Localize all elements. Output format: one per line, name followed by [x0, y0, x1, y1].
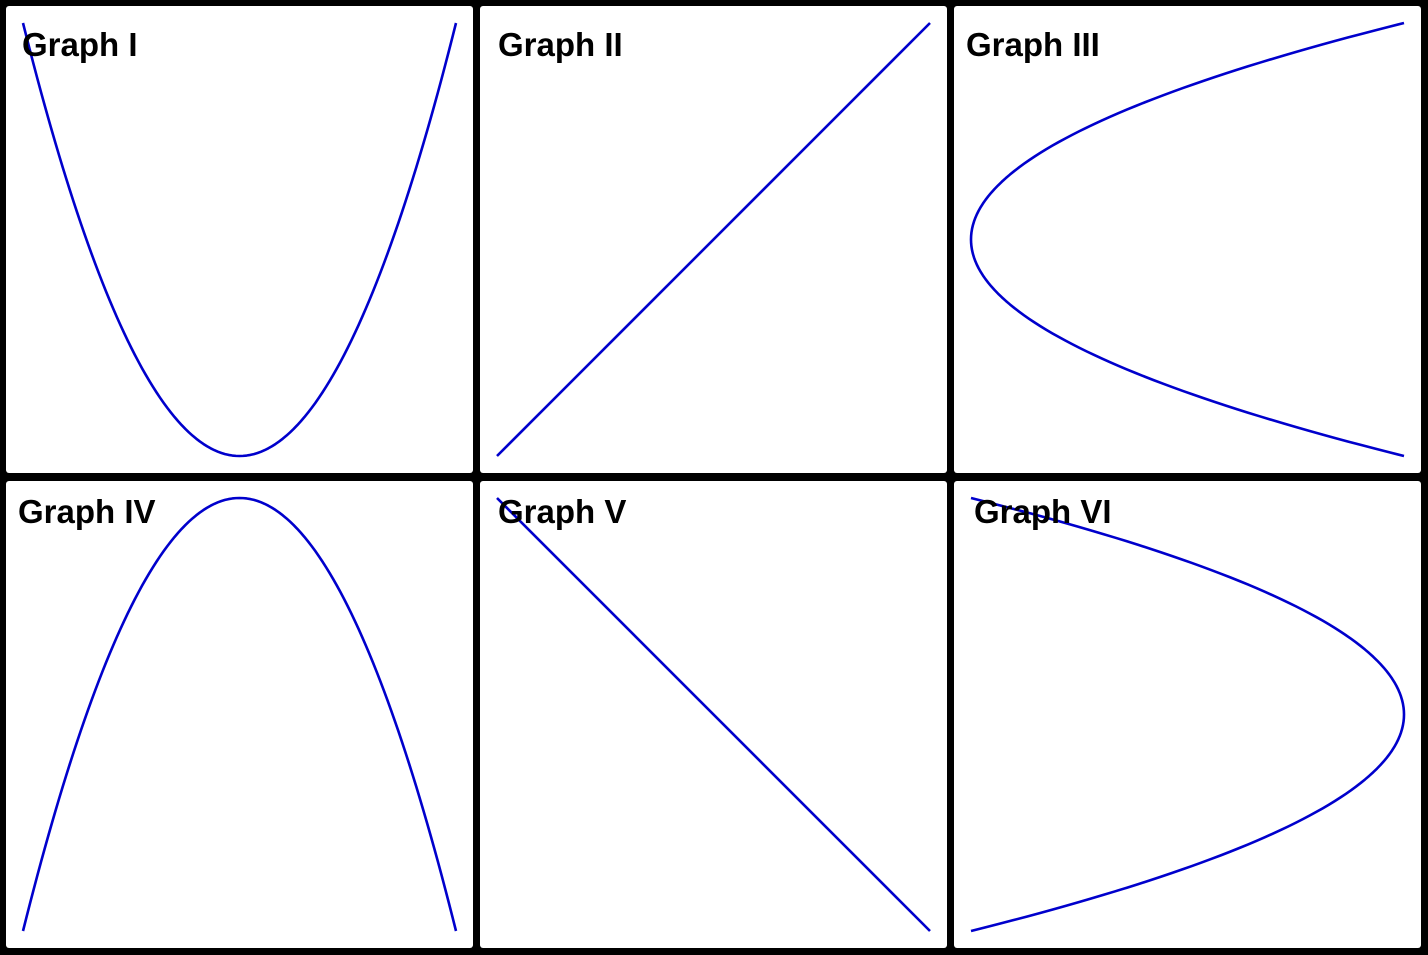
graph-panel-6: Graph VI [954, 481, 1421, 948]
graph-6-title: Graph VI [974, 493, 1112, 530]
graph-4-title: Graph IV [18, 493, 156, 530]
graph-panel-2: Graph II [480, 6, 947, 473]
graph-2-title: Graph II [498, 26, 623, 63]
graph-6-curve [970, 496, 1406, 933]
graph-panel-3: Graph III [954, 6, 1421, 473]
graph-1-curve [21, 22, 458, 458]
graph-5-title: Graph V [498, 493, 627, 530]
graph-4-plot [21, 496, 458, 932]
graph-1-plot [21, 22, 458, 458]
graph-1-title: Graph I [22, 26, 138, 63]
graph-3-curve [969, 21, 1405, 458]
graph-5-plot [496, 497, 931, 932]
graph-5-curve [496, 497, 931, 932]
graph-3-plot [969, 21, 1405, 458]
graph-panel-1: Graph I [6, 6, 473, 473]
graph-2-plot [496, 22, 931, 457]
graph-3-title: Graph III [966, 26, 1100, 63]
graph-panel-4: Graph IV [6, 481, 473, 948]
graph-6-plot [970, 496, 1406, 933]
graph-panel-5: Graph V [480, 481, 947, 948]
graph-4-curve [21, 496, 458, 932]
graph-2-curve [496, 22, 931, 457]
